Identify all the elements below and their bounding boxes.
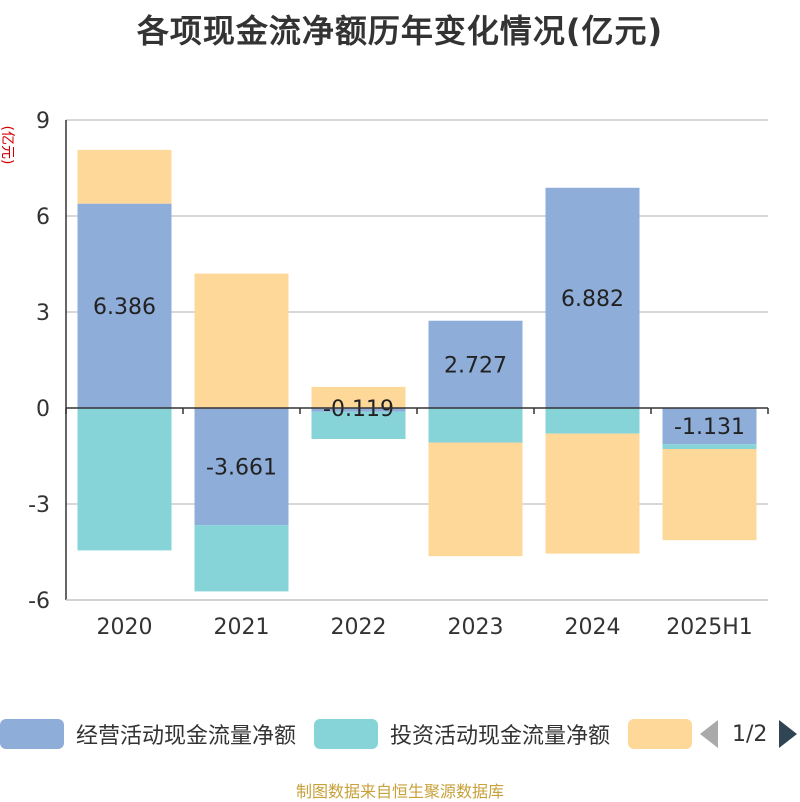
chart-title: 各项现金流净额历年变化情况(亿元): [136, 12, 664, 50]
y-tick-label: 9: [36, 109, 50, 134]
legend-item-investing[interactable]: 投资活动现金流量净额: [314, 718, 610, 750]
x-tick-label: 2023: [448, 615, 504, 640]
legend-label-investing: 投资活动现金流量净额: [390, 724, 611, 749]
stacked-bar-chart: -6 -3 0 3 6 9 6.386 -3.661 -0.119 2.727 6.882 -1.13…: [28, 109, 769, 640]
bar-data-label: 6.386: [93, 295, 156, 320]
y-tick-label: -3: [28, 493, 50, 518]
y-tick-label: 6: [36, 205, 50, 230]
bar: [77, 408, 172, 551]
bar: [311, 386, 406, 408]
bar: [77, 149, 172, 204]
x-tick-label: 2025H1: [666, 615, 753, 640]
x-tick-label: 2022: [331, 615, 387, 640]
bar: [545, 433, 640, 554]
bar: [194, 408, 289, 526]
bar: [77, 203, 172, 408]
bar: [311, 411, 406, 440]
pager-page-indicator: 1/2: [732, 721, 768, 747]
legend-swatch-financing: [628, 719, 693, 749]
x-tick-label: 2020: [97, 615, 153, 640]
bar: [545, 408, 640, 434]
bar-data-label: 6.882: [561, 287, 624, 312]
bar-data-label: -1.131: [674, 415, 745, 440]
bar: [428, 320, 523, 408]
x-tick-label: 2024: [565, 615, 621, 640]
bar-data-label: -0.119: [323, 397, 394, 422]
bar-data-label: 2.727: [444, 353, 507, 378]
y-tick-label: 3: [36, 301, 50, 326]
legend-swatch-operating: [0, 719, 64, 749]
pager-prev-icon[interactable]: [700, 720, 718, 748]
bar: [662, 444, 757, 449]
y-tick-label: 0: [36, 397, 50, 422]
data-source-footer: 制图数据来自恒生聚源数据库: [295, 782, 504, 801]
bar-data-label: -3.661: [206, 456, 277, 481]
bar: [662, 408, 757, 445]
legend-item-financing[interactable]: [628, 719, 704, 749]
bar: [428, 408, 523, 443]
legend-swatch-investing: [314, 719, 379, 749]
chart-legend: 经营活动现金流量净额 投资活动现金流量净额: [0, 716, 722, 752]
legend-label-operating: 经营活动现金流量净额: [76, 724, 297, 749]
bar: [194, 273, 289, 408]
bar: [545, 187, 640, 408]
pager-next-icon[interactable]: [779, 720, 798, 748]
bar: [428, 442, 523, 557]
bar: [194, 525, 289, 592]
bar: [662, 448, 757, 541]
bar: [311, 408, 406, 412]
legend-pager: 1/2: [700, 716, 798, 752]
x-tick-label: 2021: [214, 615, 270, 640]
y-tick-label: -6: [28, 589, 50, 614]
legend-item-operating[interactable]: 经营活动现金流量净额: [0, 718, 296, 750]
